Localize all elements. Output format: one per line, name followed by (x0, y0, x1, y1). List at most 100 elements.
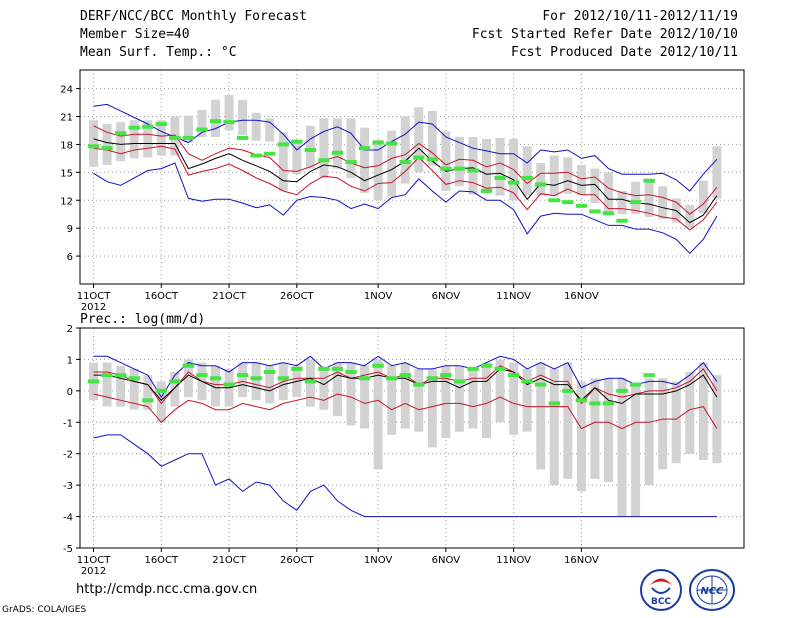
temp-observed-mark (358, 146, 371, 151)
prec-line-min (93, 434, 717, 518)
temp-observed-mark (304, 148, 317, 153)
temp-spread-box (427, 110, 437, 166)
temp-spread-box (156, 120, 166, 156)
prec-xtick-label: 21OCT (212, 555, 247, 566)
temp-observed-mark (169, 135, 181, 140)
temp-observed-mark (223, 120, 235, 125)
temp-spread-box (305, 125, 315, 169)
temp-spread-box (604, 172, 613, 215)
temp-spread-box (468, 136, 478, 195)
temp-spread-box (102, 123, 112, 165)
prec-spread-box (373, 359, 383, 470)
temp-ytick-label: 12 (60, 196, 73, 207)
prec-observed-mark (114, 373, 127, 378)
temp-ytick-label: 9 (67, 224, 73, 235)
temp-observed-mark (264, 151, 276, 156)
prec-xtick-label: 26OCT (280, 555, 315, 566)
temp-observed-mark (291, 139, 303, 144)
temp-spread-box (454, 136, 464, 187)
prec-observed-mark (426, 376, 439, 381)
temp-spread-box (685, 204, 695, 229)
prec-spread-box (536, 362, 546, 470)
prec-spread-box (211, 365, 220, 407)
temp-spread-box (89, 120, 99, 167)
temp-observed-mark (142, 124, 154, 129)
temp-observed-mark (277, 142, 289, 147)
prec-observed-mark (440, 373, 452, 378)
temp-spread-box (278, 132, 288, 191)
temp-xtick-label: 16OCT (144, 291, 179, 302)
temp-observed-mark (494, 175, 506, 180)
prec-spread-box (590, 378, 600, 479)
temp-spread-box (143, 120, 153, 158)
prec-observed-mark (413, 382, 425, 387)
grads-credit: GrADS: COLA/IGES (2, 605, 87, 615)
source-url[interactable]: http://cmdp.ncc.cma.gov.cn (76, 582, 258, 597)
temp-observed-mark (575, 203, 588, 208)
prec-spread-box (170, 372, 180, 407)
temp-observed-mark (385, 141, 398, 146)
prec-spread-box (143, 375, 153, 410)
temp-spread-box (292, 143, 302, 175)
variable-label: Mean Surf. Temp.: °C (80, 45, 237, 60)
temp-observed-mark (87, 144, 100, 149)
prec-observed-mark (602, 401, 615, 406)
prec-spread-box (360, 365, 370, 429)
temp-line-upper (93, 125, 718, 215)
prec-observed-mark (372, 363, 384, 368)
prec-observed-mark (87, 379, 100, 384)
ncc-logo-text: NCC (700, 586, 724, 597)
temp-observed-mark (507, 180, 520, 185)
prec-spread-box (414, 368, 424, 432)
temp-observed-mark (467, 168, 479, 173)
temp-observed-mark (440, 166, 452, 171)
prec-observed-mark (575, 398, 588, 403)
prec-observed-mark (169, 379, 181, 384)
temp-spread-box (116, 122, 126, 162)
temp-frame (79, 69, 745, 285)
prec-observed-mark (331, 366, 344, 371)
prec-observed-mark (345, 370, 357, 374)
temp-observed-mark (535, 182, 547, 187)
header-right: For 2012/10/11-2012/11/19 Fcst Started Re… (472, 8, 738, 62)
prec-observed-mark (467, 366, 479, 371)
prec-ytick-label: -3 (63, 481, 73, 492)
prec-observed-mark (250, 376, 262, 381)
header-left: DERF/NCC/BCC Monthly Forecast Member Size… (80, 8, 307, 62)
temp-spread-box (644, 181, 654, 218)
temp-observed-mark (629, 200, 642, 205)
temp-spread-box (265, 118, 275, 142)
prec-spread-box (400, 362, 410, 429)
member-size: Member Size=40 (80, 27, 190, 42)
prec-xtick-label: 11OCT (77, 555, 112, 566)
prec-observed-mark (480, 363, 493, 368)
prec-spread-box (631, 384, 641, 517)
prec-ytick-label: -2 (63, 450, 73, 461)
temp-observed-mark (101, 146, 113, 151)
prec-spread-box (454, 365, 464, 432)
temp-observed-mark (196, 127, 208, 132)
temp-spread-box (387, 130, 397, 197)
prec-xtick-label: 11NOV (496, 555, 531, 566)
prec-spread-box (549, 368, 559, 486)
prec-spread-box (604, 378, 613, 482)
prec-observed-mark (507, 373, 520, 378)
prec-ytick-label: 1 (67, 355, 73, 366)
prec-spread-box (441, 365, 451, 438)
temp-observed-mark (182, 135, 195, 140)
prec-ytick-label: -5 (63, 544, 73, 555)
temp-spread-box (617, 190, 627, 215)
bcc-logo: BCC (640, 569, 682, 611)
temp-observed-mark (372, 140, 384, 145)
ncc-logo: NCC (689, 569, 735, 611)
temp-spread-box (482, 138, 492, 191)
prec-observed-mark (209, 376, 222, 381)
prec-spread-box (156, 381, 166, 423)
prec-spread-box (563, 362, 573, 479)
temp-observed-mark (318, 158, 330, 163)
temp-observed-mark (426, 157, 439, 162)
temp-observed-mark (114, 131, 127, 136)
prec-observed-mark (589, 401, 601, 406)
temp-year-label: 2012 (81, 302, 106, 313)
prec-observed-mark (399, 373, 411, 378)
